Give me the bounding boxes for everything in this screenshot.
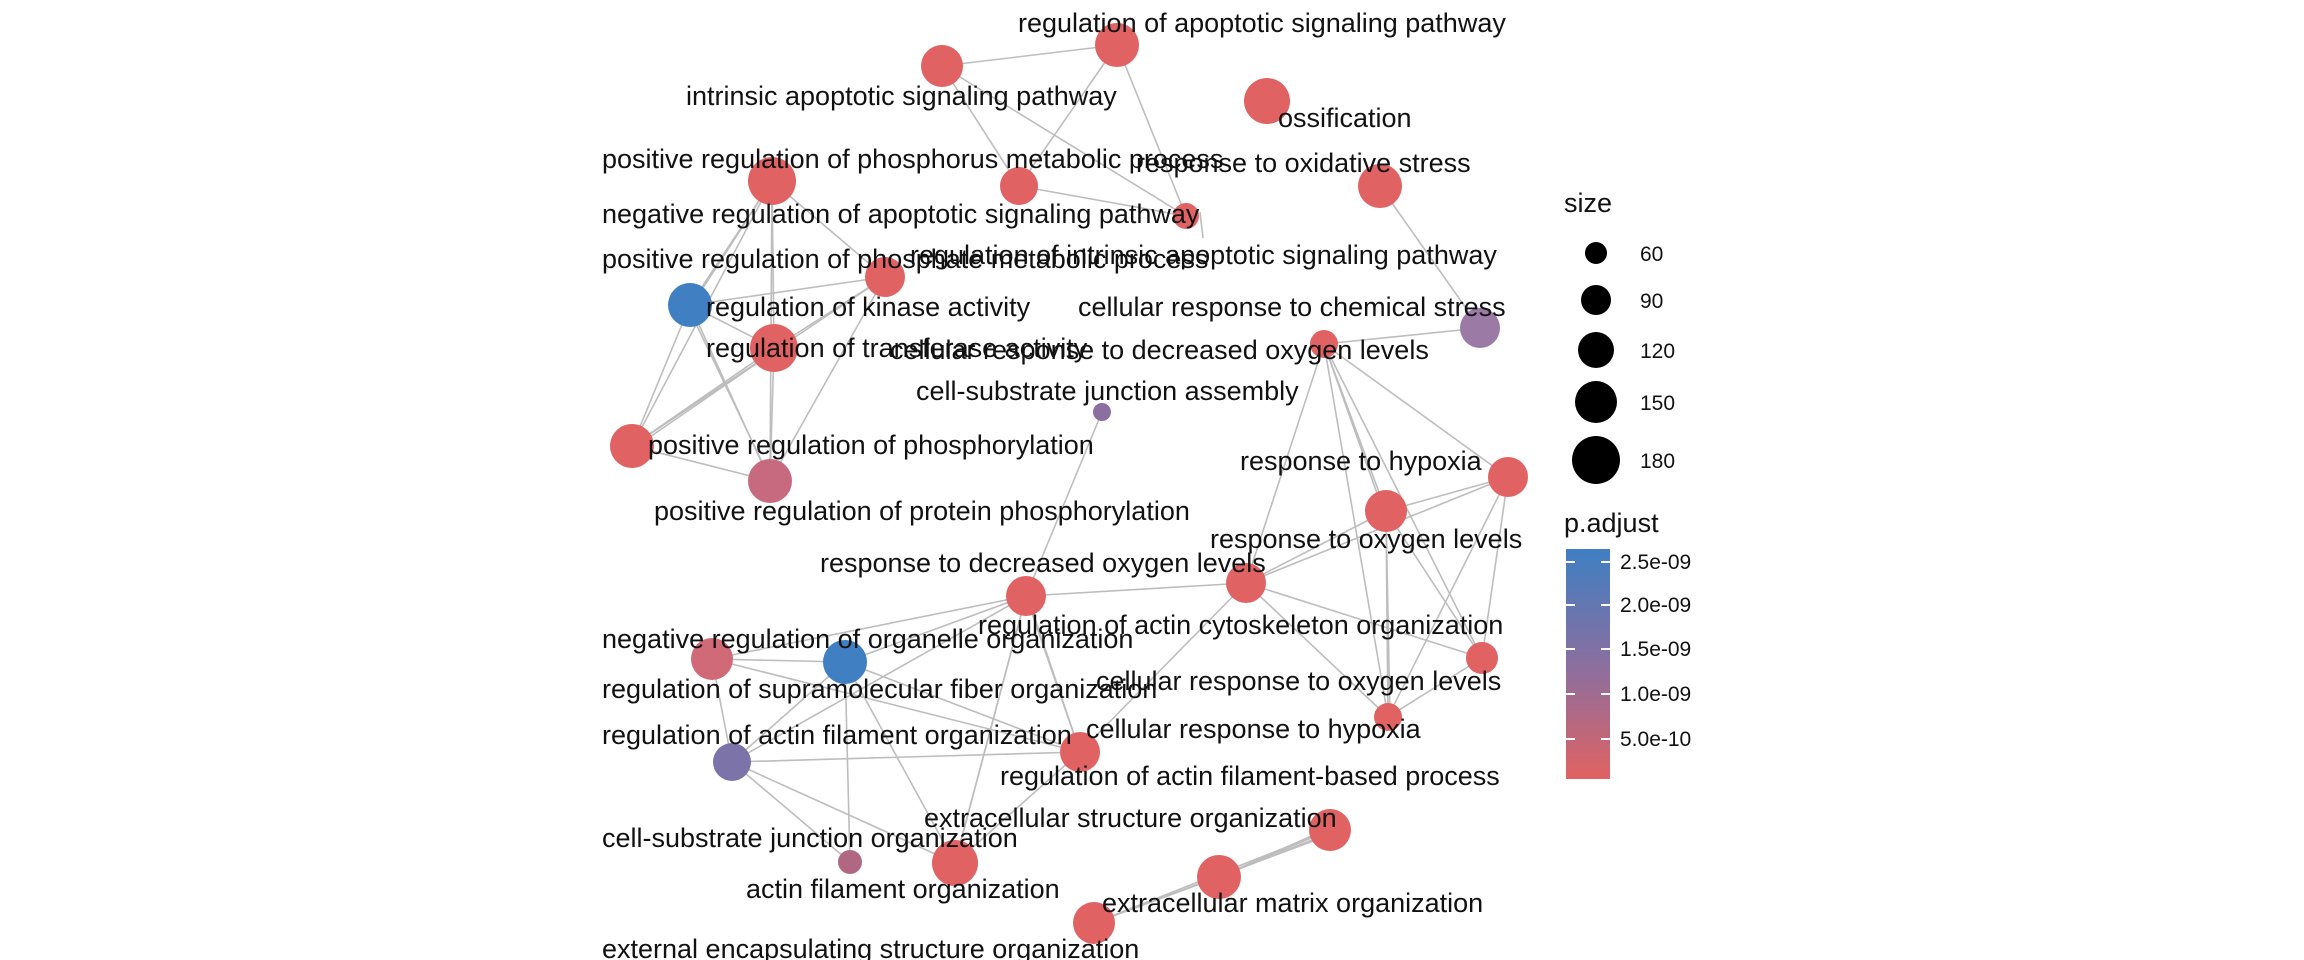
padj-tick-label: 2.5e-09 <box>1620 551 1691 574</box>
size-key-label: 150 <box>1640 392 1675 415</box>
padj-tick-label: 1.5e-09 <box>1620 638 1691 661</box>
edge <box>942 45 1117 66</box>
padj-tick-label: 2.0e-09 <box>1620 594 1691 617</box>
edge <box>632 305 690 446</box>
edge <box>1026 583 1246 596</box>
padj-legend-title: p.adjust <box>1564 508 1659 538</box>
size-key-label: 60 <box>1640 243 1663 266</box>
node-label: cell-substrate junction organization <box>602 823 1018 853</box>
size-legend-title: size <box>1564 188 1612 218</box>
node-label: ossification <box>1278 103 1412 133</box>
node-label: cellular response to decreased oxygen le… <box>890 335 1429 365</box>
padj-legend: p.adjust 2.5e-09 2.0e-09 1.5e-09 1.0e-09… <box>1564 508 1691 779</box>
network-labels: regulation of apoptotic signaling pathwa… <box>602 8 1522 960</box>
node-label: cellular response to hypoxia <box>1086 714 1422 744</box>
node-label: response to decreased oxygen levels <box>820 548 1266 578</box>
padj-tick-label: 5.0e-10 <box>1620 728 1691 751</box>
size-key-dot <box>1575 381 1617 423</box>
edge <box>1117 45 1186 216</box>
node-circle <box>1488 457 1528 497</box>
node-label: positive regulation of phosphorus metabo… <box>602 144 1223 174</box>
size-key-label: 120 <box>1640 340 1675 363</box>
node-label: cellular response to chemical stress <box>1078 292 1506 322</box>
size-key-dot <box>1572 436 1620 484</box>
edge <box>1246 583 1388 717</box>
node-label: negative regulation of apoptotic signali… <box>602 199 1200 229</box>
node-label: cell-substrate junction assembly <box>916 376 1299 406</box>
size-key-dot <box>1581 285 1611 315</box>
size-key-dot <box>1585 242 1607 264</box>
node-label: regulation of actin filament organizatio… <box>602 720 1072 750</box>
node-circle <box>838 850 862 874</box>
size-legend: size 60 90 120 150 180 <box>1564 188 1675 484</box>
node-label: external encapsulating structure organiz… <box>602 934 1139 960</box>
node-label: response to hypoxia <box>1240 446 1483 476</box>
node-label: regulation of supramolecular fiber organ… <box>602 674 1157 704</box>
edge <box>1200 212 1203 238</box>
size-key-dot <box>1578 332 1614 368</box>
node-label: regulation of apoptotic signaling pathwa… <box>1018 8 1506 38</box>
node-label: positive regulation of phosphorylation <box>648 430 1094 460</box>
padj-tick-label: 1.0e-09 <box>1620 683 1691 706</box>
node-label: actin filament organization <box>746 874 1060 904</box>
node-label: regulation of intrinsic apoptotic signal… <box>910 240 1497 270</box>
node-label: regulation of kinase activity <box>706 292 1031 322</box>
edge <box>1324 344 1384 513</box>
node-label: extracellular matrix organization <box>1102 888 1483 918</box>
size-key-label: 180 <box>1640 450 1675 473</box>
size-key-label: 90 <box>1640 290 1663 313</box>
node-label: positive regulation of protein phosphory… <box>654 496 1190 526</box>
node-label: intrinsic apoptotic signaling pathway <box>686 81 1117 111</box>
node-label: response to oxidative stress <box>1136 148 1471 178</box>
node-label: negative regulation of organelle organiz… <box>602 624 1133 654</box>
node-label: regulation of actin filament-based proce… <box>1000 761 1500 791</box>
padj-colorbar <box>1566 549 1610 779</box>
